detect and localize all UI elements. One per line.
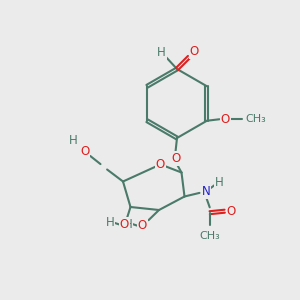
Text: O: O (227, 205, 236, 218)
Text: N: N (202, 184, 211, 198)
Text: O: O (138, 219, 147, 232)
Text: O: O (221, 113, 230, 126)
Text: O: O (156, 158, 165, 171)
Text: O: O (120, 218, 129, 231)
Text: CH₃: CH₃ (245, 114, 266, 124)
Text: H: H (215, 176, 224, 189)
Text: H: H (157, 46, 166, 59)
Text: H: H (106, 216, 115, 230)
Text: H: H (124, 218, 133, 231)
Text: O: O (80, 145, 89, 158)
Text: O: O (190, 45, 199, 58)
Text: O: O (171, 152, 180, 165)
Text: H: H (69, 134, 78, 147)
Text: CH₃: CH₃ (199, 231, 220, 241)
